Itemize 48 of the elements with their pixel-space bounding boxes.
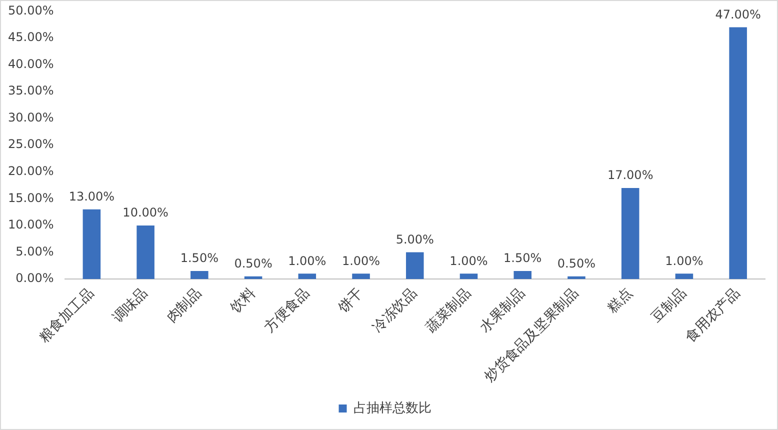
- y-tick-label: 50.00%: [8, 3, 54, 18]
- bar: [514, 270, 532, 280]
- data-label: 10.00%: [122, 206, 168, 220]
- bar: [460, 274, 478, 280]
- x-tick-label: 调味品: [110, 285, 151, 326]
- y-tick-label: 25.00%: [8, 137, 54, 152]
- bar: [190, 270, 208, 280]
- x-tick-label: 方便食品: [262, 285, 313, 336]
- y-tick-label: 45.00%: [8, 30, 54, 44]
- bar: [675, 274, 694, 280]
- y-tick-label: 40.00%: [8, 56, 54, 71]
- data-label: 1.00%: [288, 254, 326, 268]
- legend-label: 占抽样总数比: [353, 400, 432, 416]
- x-tick-label: 肉制品: [164, 285, 205, 326]
- data-label: 1.00%: [450, 254, 488, 268]
- data-label: 13.00%: [68, 190, 115, 204]
- bar: [82, 209, 101, 280]
- data-label: 47.00%: [715, 7, 761, 22]
- x-tick-label: 糕点: [604, 285, 636, 316]
- x-tick-label: 冷冻饮品: [369, 285, 420, 336]
- data-label: 17.00%: [607, 168, 654, 182]
- data-label: 1.00%: [342, 254, 380, 268]
- bar: [729, 27, 747, 280]
- y-tick-label: 10.00%: [8, 218, 54, 232]
- bar: [244, 276, 262, 280]
- data-label: 0.50%: [234, 256, 272, 270]
- bar: [406, 252, 424, 280]
- x-tick-label: 饮料: [226, 285, 259, 317]
- y-tick-label: 30.00%: [8, 110, 54, 124]
- bar: [298, 274, 316, 280]
- x-tick-label: 饼干: [334, 285, 366, 317]
- y-tick-label: 5.00%: [16, 244, 54, 258]
- data-label: 1.00%: [665, 254, 704, 268]
- bar: [352, 274, 370, 280]
- y-tick-label: 0.00%: [16, 271, 54, 286]
- bar: [568, 276, 586, 280]
- bar: [621, 188, 640, 280]
- data-label: 1.50%: [504, 251, 542, 266]
- data-label: 0.50%: [557, 256, 596, 270]
- x-tick-label: 蔬菜制品: [423, 285, 474, 336]
- data-label: 1.50%: [180, 251, 218, 266]
- x-tick-label: 豆制品: [648, 285, 690, 326]
- y-tick-label: 35.00%: [8, 84, 54, 98]
- y-tick-label: 15.00%: [8, 190, 54, 205]
- bar: [136, 225, 154, 280]
- x-tick-label: 粮食加工品: [36, 285, 98, 346]
- y-tick-label: 20.00%: [8, 164, 54, 178]
- data-label: 5.00%: [396, 232, 434, 246]
